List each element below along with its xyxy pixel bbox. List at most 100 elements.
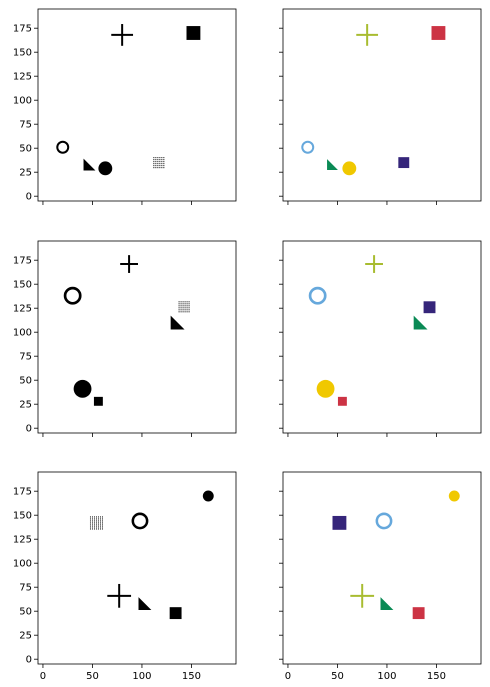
- dot: [157, 163, 159, 165]
- dot: [97, 522, 99, 524]
- dot: [97, 528, 99, 530]
- y-tick-label: 0: [26, 655, 32, 666]
- dot: [93, 520, 95, 522]
- dot: [163, 167, 165, 169]
- dot: [161, 159, 163, 161]
- dot: [91, 526, 93, 528]
- dot: [157, 159, 159, 161]
- dot: [178, 309, 180, 311]
- dot: [97, 524, 99, 526]
- circle-marker: [316, 379, 335, 398]
- dot: [97, 516, 99, 518]
- y-tick-label: 150: [13, 280, 32, 291]
- dot: [95, 528, 97, 530]
- dot: [95, 522, 97, 524]
- square-marker: [431, 26, 446, 40]
- x-tick-label: 50: [331, 671, 344, 682]
- dot: [184, 311, 186, 313]
- dot: [184, 305, 186, 307]
- dot: [89, 520, 91, 522]
- y-tick-label: 25: [19, 400, 32, 411]
- circle-marker: [73, 379, 92, 398]
- square-marker: [337, 396, 347, 406]
- triangle-marker: [83, 158, 96, 171]
- y-tick-label: 150: [13, 511, 32, 522]
- dot: [101, 526, 103, 528]
- dot: [186, 305, 188, 307]
- dot: [93, 522, 95, 524]
- dot: [89, 516, 91, 518]
- dot: [101, 524, 103, 526]
- y-tick-label: 100: [13, 559, 32, 570]
- dot: [180, 305, 182, 307]
- dot: [89, 518, 91, 520]
- dot: [99, 520, 101, 522]
- x-tick-label: 50: [86, 671, 99, 682]
- dot: [157, 167, 159, 169]
- dot: [155, 159, 157, 161]
- plus-marker: [120, 255, 138, 273]
- triangle-marker: [380, 597, 394, 610]
- y-tick-label: 0: [26, 192, 32, 203]
- axes-frame: [37, 240, 237, 434]
- plus-marker: [365, 255, 383, 273]
- y-tick-label: 175: [13, 256, 32, 267]
- square-marker: [412, 607, 425, 620]
- dot: [101, 522, 103, 524]
- dot: [184, 303, 186, 305]
- y-tick-label: 75: [19, 352, 32, 363]
- x-tick-label: 0: [40, 671, 46, 682]
- y-tick-label: 25: [19, 631, 32, 642]
- dot: [184, 309, 186, 311]
- dot: [101, 528, 103, 530]
- dot: [155, 167, 157, 169]
- panel-top-left: 0 25 50 75 100 125 150 175: [13, 8, 237, 205]
- dot: [89, 526, 91, 528]
- dot: [93, 516, 95, 518]
- plus-marker: [356, 24, 379, 46]
- dot: [161, 163, 163, 165]
- dot: [153, 167, 155, 169]
- ring-marker: [301, 140, 315, 154]
- dot: [161, 157, 163, 159]
- x-tick-label: 100: [377, 671, 396, 682]
- dot: [93, 524, 95, 526]
- square-marker: [332, 515, 347, 530]
- axes-frame: [282, 8, 482, 202]
- dot: [180, 309, 182, 311]
- y-tick-label: 125: [13, 304, 32, 315]
- dot: [95, 520, 97, 522]
- dot: [91, 520, 93, 522]
- dot: [93, 518, 95, 520]
- dot: [184, 301, 186, 303]
- circle-marker: [342, 161, 357, 176]
- dot: [161, 165, 163, 167]
- dot: [95, 518, 97, 520]
- dot: [180, 307, 182, 309]
- dot: [97, 526, 99, 528]
- panel-bottom-left: 0 25 50 75 100 125 150 175 0 50 100 150: [13, 471, 237, 682]
- dot: [101, 518, 103, 520]
- dot: [180, 303, 182, 305]
- dot: [91, 528, 93, 530]
- plus-marker: [107, 583, 132, 608]
- dot: [178, 311, 180, 313]
- dot: [182, 303, 184, 305]
- dot: [155, 161, 157, 163]
- y-tick-label: 25: [19, 168, 32, 179]
- x-tick-label: 150: [427, 671, 446, 682]
- dot: [91, 524, 93, 526]
- x-tick-label: 150: [182, 671, 201, 682]
- square-marker: [398, 157, 410, 169]
- dot: [99, 528, 101, 530]
- square-marker: [93, 396, 103, 406]
- plus-marker: [350, 583, 375, 608]
- dot: [182, 301, 184, 303]
- y-tick-label: 0: [26, 424, 32, 435]
- panel-bottom-right: 0 50 100 150: [279, 471, 482, 682]
- dot: [188, 305, 190, 307]
- dot: [159, 167, 161, 169]
- dot: [153, 157, 155, 159]
- panel-top-right: [279, 8, 482, 205]
